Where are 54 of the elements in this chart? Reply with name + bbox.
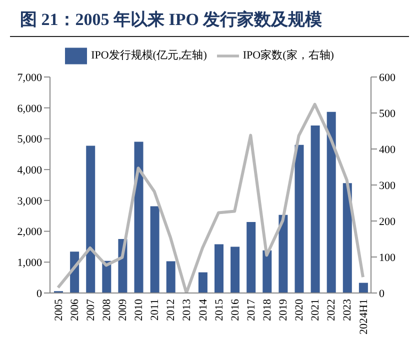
x-tick-label: 2006 bbox=[68, 298, 81, 321]
bar bbox=[134, 142, 144, 293]
bar bbox=[278, 214, 288, 293]
x-tick-label: 2015 bbox=[213, 298, 226, 321]
x-tick-label: 2014 bbox=[197, 298, 210, 321]
y-tick-label: 5,000 bbox=[17, 134, 42, 146]
x-tick-label: 2016 bbox=[229, 298, 242, 321]
x-tick-label: 2011 bbox=[149, 299, 162, 321]
bar bbox=[166, 261, 176, 293]
bar bbox=[246, 222, 256, 293]
bar bbox=[342, 183, 352, 293]
bar bbox=[198, 272, 208, 293]
x-tick-label: 2017 bbox=[245, 298, 258, 321]
x-tick-label: 2019 bbox=[278, 298, 290, 321]
y2-tick-label: 600 bbox=[379, 72, 396, 84]
y2-tick-label: 0 bbox=[379, 288, 385, 300]
bar bbox=[86, 146, 96, 293]
y-tick-label: 0 bbox=[36, 288, 42, 300]
bar bbox=[358, 282, 368, 293]
y-tick-label: 4,000 bbox=[17, 164, 42, 176]
x-tick-label: 2022 bbox=[326, 299, 338, 321]
x-tick-label: 2010 bbox=[133, 298, 146, 321]
y-tick-label: 1,000 bbox=[17, 257, 42, 270]
x-tick-label: 2020 bbox=[294, 298, 306, 321]
x-tick-label: 2007 bbox=[84, 298, 97, 321]
bar bbox=[326, 112, 336, 293]
y-tick-label: 6,000 bbox=[17, 102, 42, 115]
x-tick-label: 2021 bbox=[310, 299, 322, 321]
bar bbox=[294, 144, 304, 293]
legend-label: IPO家数(家，右轴) bbox=[242, 50, 334, 62]
x-tick-label: 2013 bbox=[181, 298, 194, 321]
line-series bbox=[56, 102, 364, 293]
chart-title: 图 21：2005 年以来 IPO 发行家数及规模 bbox=[19, 9, 324, 31]
y2-tick-label: 300 bbox=[379, 180, 396, 192]
x-tick-label: 2024H1 bbox=[358, 299, 370, 334]
y-tick-label: 2,000 bbox=[17, 226, 42, 238]
bar bbox=[214, 244, 224, 293]
y2-tick-label: 400 bbox=[379, 144, 396, 156]
x-tick-label: 2012 bbox=[165, 299, 178, 321]
y2-tick-label: 500 bbox=[379, 108, 396, 120]
x-tick-label: 2009 bbox=[117, 298, 130, 321]
bar bbox=[310, 125, 320, 293]
x-tick-label: 2008 bbox=[100, 298, 113, 321]
x-tick-label: 2023 bbox=[342, 298, 354, 321]
bar bbox=[150, 206, 160, 293]
legend-label: IPO发行规模(亿元,左轴) bbox=[91, 50, 207, 62]
bar bbox=[230, 246, 240, 293]
x-tick-label: 2018 bbox=[261, 298, 274, 321]
y-tick-label: 3,000 bbox=[17, 195, 42, 208]
y-tick-label: 7,000 bbox=[17, 72, 42, 84]
x-tick-label: 2005 bbox=[52, 298, 65, 321]
bar bbox=[262, 250, 272, 293]
y2-tick-label: 200 bbox=[379, 216, 396, 228]
y2-tick-label: 100 bbox=[379, 252, 396, 264]
